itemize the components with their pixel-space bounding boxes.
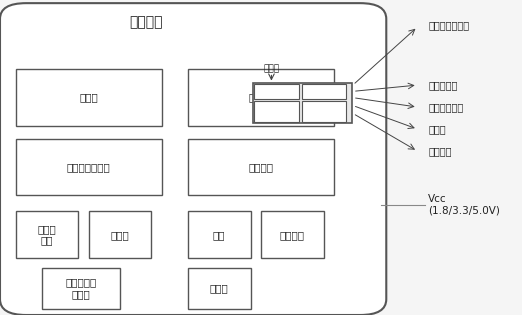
Text: Vcc
(1.8/3.3/5.0V): Vcc (1.8/3.3/5.0V) [428,194,500,215]
FancyBboxPatch shape [302,101,346,122]
Text: 外围电路: 外围电路 [248,162,274,172]
FancyBboxPatch shape [16,211,78,258]
Text: 状态机: 状态机 [428,124,446,134]
Text: 晶振: 晶振 [213,230,226,240]
Text: 感应放大器: 感应放大器 [428,80,457,90]
FancyBboxPatch shape [0,3,386,315]
Text: 输入输出接口: 输入输出接口 [428,102,464,112]
FancyBboxPatch shape [188,139,334,195]
FancyBboxPatch shape [188,211,251,258]
Text: 静态随机存储器: 静态随机存储器 [428,20,469,30]
Text: 一次可编程
存储器: 一次可编程 存储器 [65,278,97,299]
Text: 译码器: 译码器 [264,65,279,74]
Text: 实时时钟: 实时时钟 [280,230,305,240]
FancyBboxPatch shape [16,139,162,195]
Text: 高压电路: 高压电路 [428,146,452,156]
Text: 异或门: 异或门 [210,283,229,293]
Text: 低压稳
压器: 低压稳 压器 [38,224,56,245]
Text: 处理器: 处理器 [79,93,98,103]
FancyBboxPatch shape [254,84,299,99]
FancyBboxPatch shape [261,211,324,258]
FancyBboxPatch shape [42,268,120,309]
FancyBboxPatch shape [254,101,299,122]
Text: 微控制器: 微控制器 [129,15,163,29]
FancyBboxPatch shape [89,211,151,258]
FancyBboxPatch shape [302,84,346,99]
FancyBboxPatch shape [188,69,334,126]
FancyBboxPatch shape [253,83,352,123]
Text: 闪存阵列: 闪存阵列 [248,93,274,103]
FancyBboxPatch shape [188,268,251,309]
FancyBboxPatch shape [16,69,162,126]
Text: 计时器: 计时器 [111,230,129,240]
Text: 随机存取存储器: 随机存取存储器 [67,162,111,172]
